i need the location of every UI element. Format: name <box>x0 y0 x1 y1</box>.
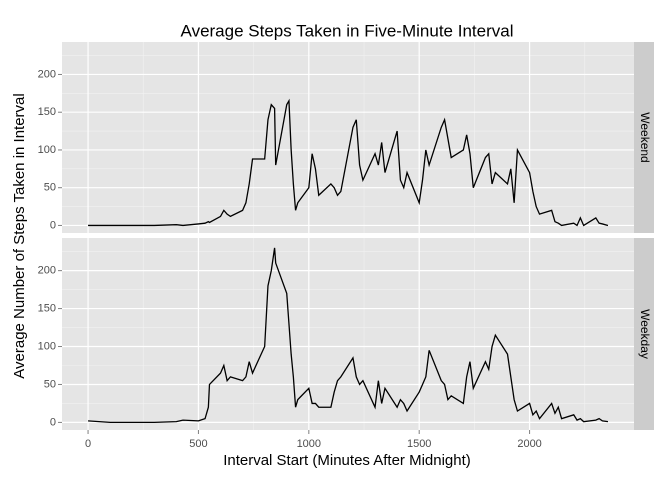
chart-title: Average Steps Taken in Five-Minute Inter… <box>181 21 514 40</box>
x-tick-label: 0 <box>85 438 91 450</box>
facet-strip <box>634 238 654 430</box>
x-tick-label: 1000 <box>297 438 321 450</box>
y-tick-label: 150 <box>38 302 56 314</box>
data-line <box>88 98 609 227</box>
y-tick-label: 150 <box>38 106 56 118</box>
y-tick-label: 100 <box>38 340 56 352</box>
y-tick-label: 50 <box>44 378 56 390</box>
y-tick-label: 100 <box>38 144 56 156</box>
x-tick-label: 500 <box>189 438 207 450</box>
data-line <box>88 247 609 424</box>
panel-background <box>62 238 634 430</box>
y-tick-label: 0 <box>50 219 56 231</box>
facet-strip <box>634 42 654 233</box>
x-axis-label: Interval Start (Minutes After Midnight) <box>223 452 471 469</box>
y-tick-label: 0 <box>50 416 56 428</box>
y-axis-label: Average Number of Steps Taken in Interva… <box>11 93 28 378</box>
x-tick-label: 2000 <box>517 438 541 450</box>
x-tick-label: 1500 <box>407 438 431 450</box>
y-tick-label: 200 <box>38 265 56 277</box>
y-tick-label: 50 <box>44 182 56 194</box>
panel-background <box>62 42 634 233</box>
facet-label: Weekday <box>638 309 652 359</box>
y-tick-label: 200 <box>38 68 56 80</box>
facet-label: Weekend <box>638 112 652 162</box>
